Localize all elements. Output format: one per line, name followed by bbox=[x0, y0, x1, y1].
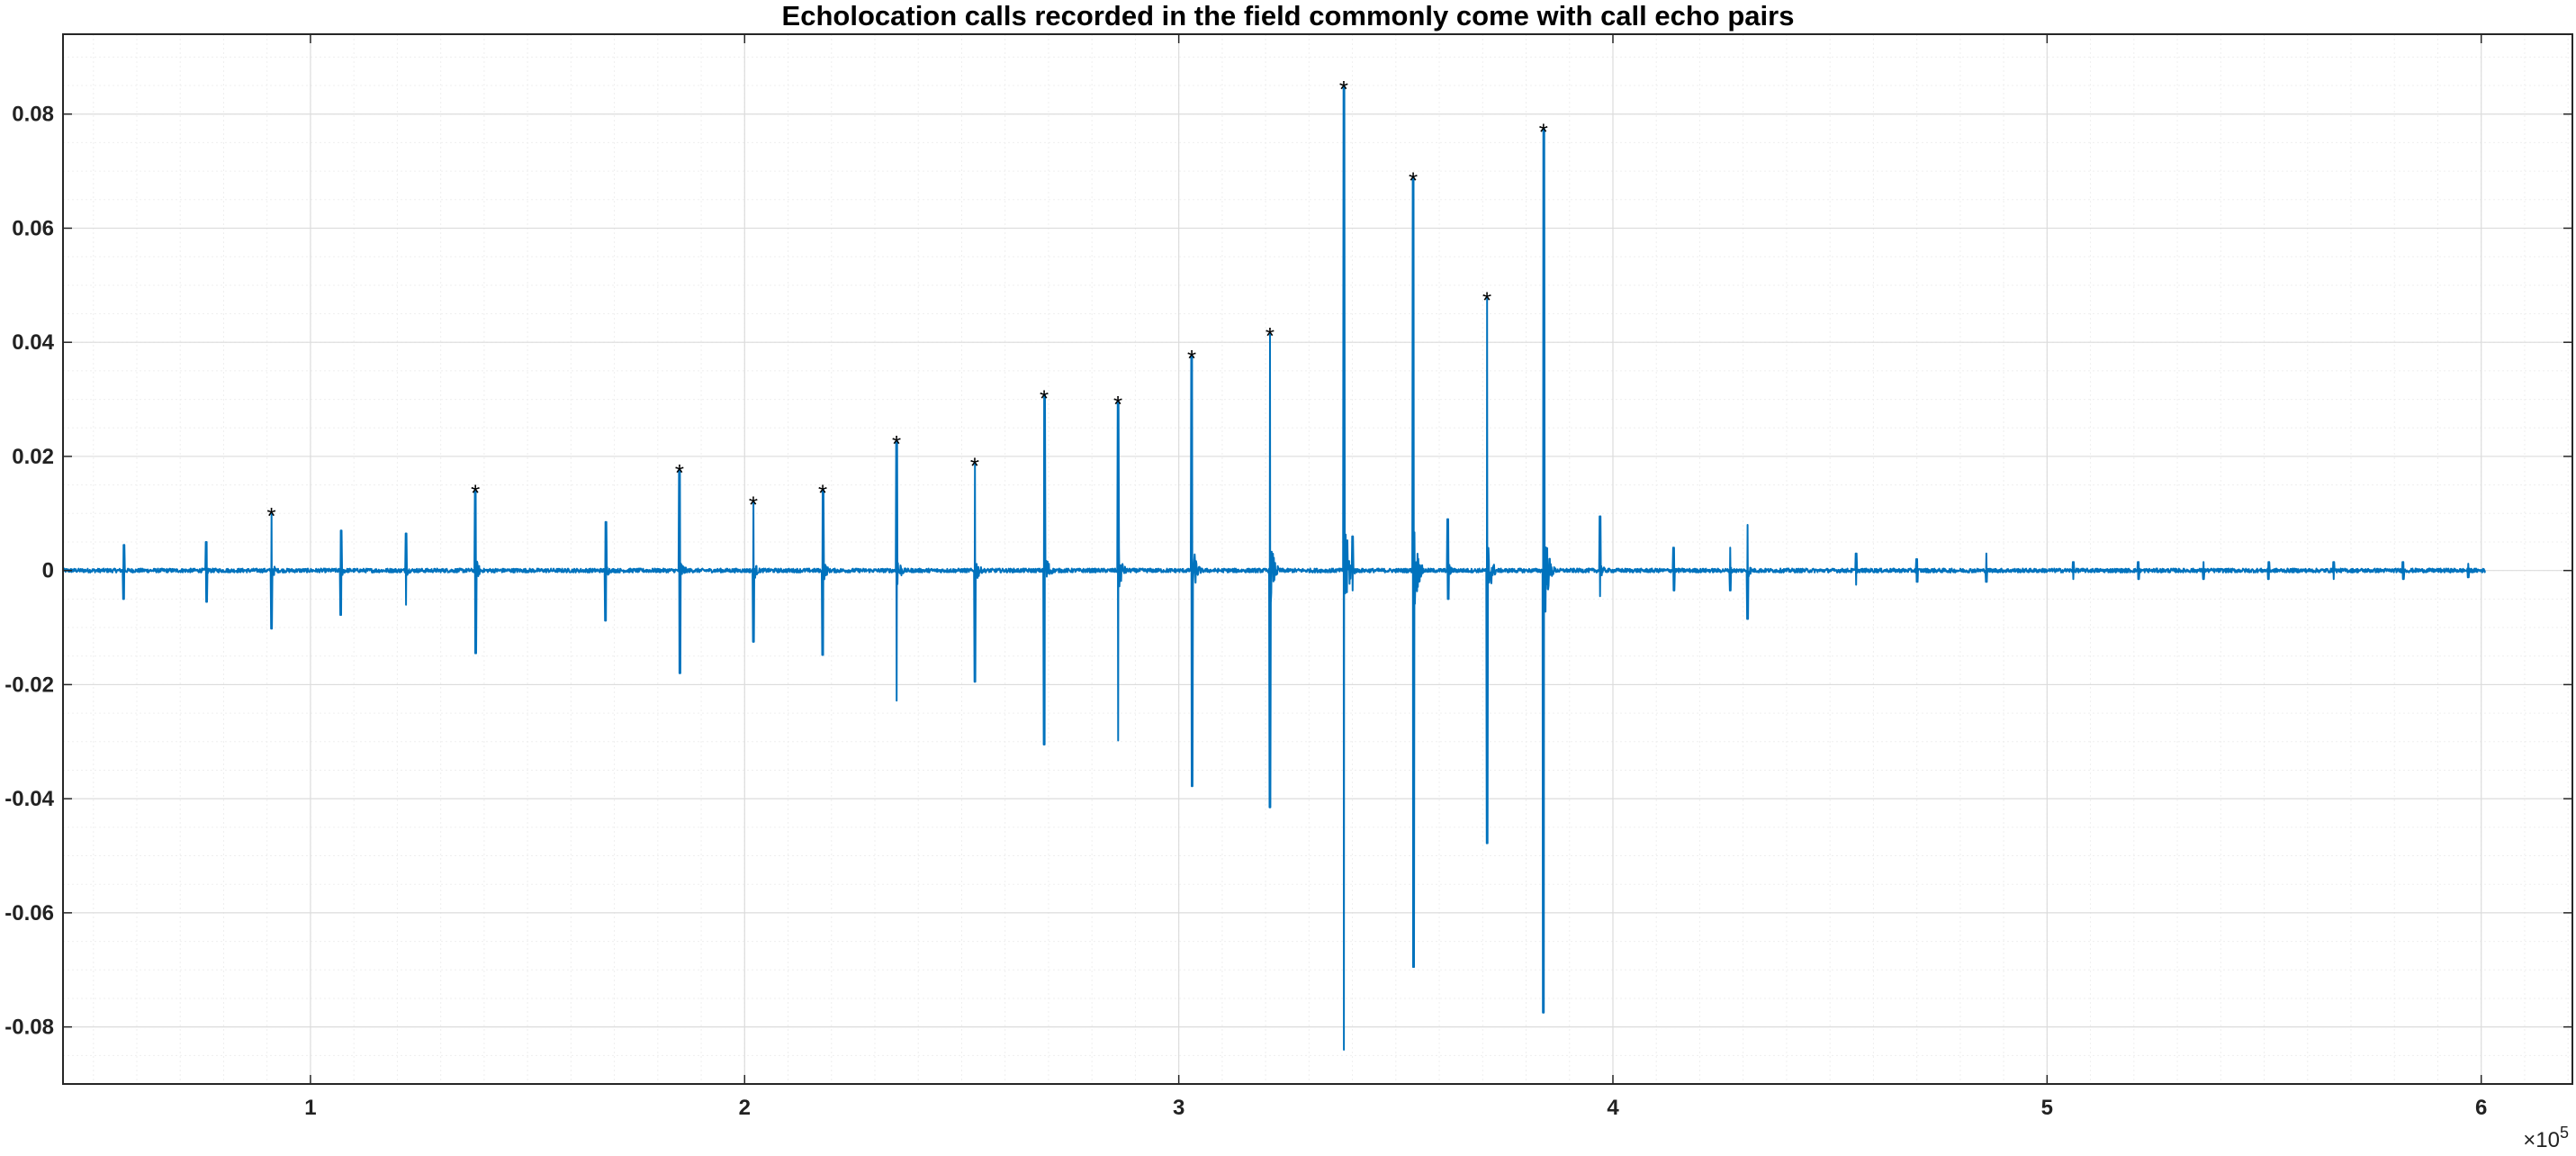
peak-marker: * bbox=[1409, 167, 1418, 194]
x-tick-label: 5 bbox=[2041, 1096, 2053, 1120]
x-tick-label: 3 bbox=[1173, 1096, 1184, 1120]
y-tick-label: -0.08 bbox=[5, 1016, 54, 1040]
peak-marker: * bbox=[1187, 345, 1196, 372]
x-tick-label: 1 bbox=[304, 1096, 316, 1120]
peak-marker: * bbox=[749, 491, 758, 518]
x-axis-exponent: ×105 bbox=[2523, 1124, 2569, 1152]
peak-marker: * bbox=[471, 480, 480, 507]
peak-marker: * bbox=[1113, 391, 1122, 418]
axis-ticks bbox=[63, 34, 2572, 1084]
signal-waveform bbox=[62, 85, 2486, 1051]
y-tick-label: 0.04 bbox=[12, 330, 54, 355]
peak-marker: * bbox=[1339, 76, 1348, 103]
axes-box bbox=[62, 33, 2573, 1085]
x-exponent-power: 5 bbox=[2560, 1124, 2569, 1142]
y-axis-tick-labels: -0.08 -0.06 -0.04 -0.02 0 0.02 0.04 0.06 0.08 bbox=[5, 103, 54, 1040]
y-tick-label: 0.06 bbox=[12, 216, 54, 240]
x-tick-label: 4 bbox=[1607, 1096, 1619, 1120]
peak-marker: * bbox=[1539, 119, 1548, 146]
peak-markers: * * * * * * * * * * * * * * * bbox=[266, 76, 1547, 529]
peak-marker: * bbox=[970, 452, 979, 479]
y-tick-label: 0 bbox=[42, 559, 54, 583]
x-exponent-base: ×10 bbox=[2523, 1128, 2560, 1152]
x-axis-tick-labels: 1 2 3 4 5 6 bbox=[304, 1096, 2487, 1120]
y-tick-label: 0.02 bbox=[12, 445, 54, 469]
minor-grid bbox=[63, 34, 2572, 1085]
peak-marker: * bbox=[1265, 322, 1274, 349]
chart-title: Echolocation calls recorded in the field… bbox=[781, 0, 1795, 32]
peak-marker: * bbox=[1482, 287, 1491, 314]
peak-marker: * bbox=[892, 430, 901, 457]
major-grid bbox=[63, 34, 2572, 1084]
y-tick-label: -0.04 bbox=[5, 787, 54, 811]
y-tick-label: -0.02 bbox=[5, 673, 54, 697]
peak-marker: * bbox=[675, 459, 684, 486]
y-tick-label: 0.08 bbox=[12, 103, 54, 127]
peak-marker: * bbox=[818, 480, 827, 507]
x-tick-label: 2 bbox=[739, 1096, 751, 1120]
y-tick-label: -0.06 bbox=[5, 901, 54, 926]
peak-marker: * bbox=[266, 502, 275, 529]
signal-trace bbox=[62, 85, 2486, 1051]
x-tick-label: 6 bbox=[2475, 1096, 2487, 1120]
peak-marker: * bbox=[1040, 384, 1049, 411]
